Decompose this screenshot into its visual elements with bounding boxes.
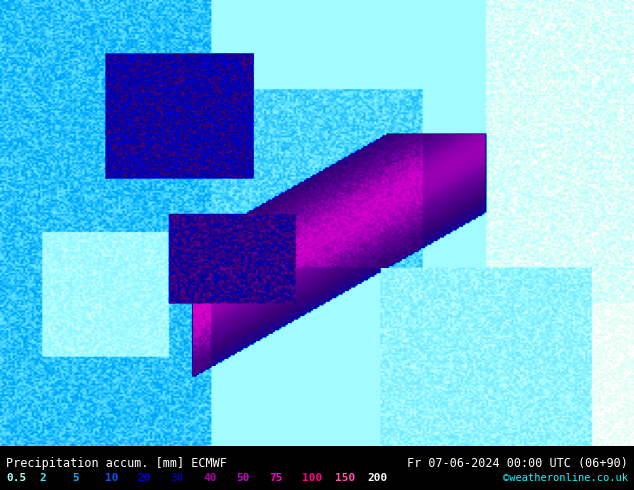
Text: 200: 200 — [368, 473, 388, 483]
Text: Precipitation accum. [mm] ECMWF: Precipitation accum. [mm] ECMWF — [6, 457, 227, 470]
Text: ©weatheronline.co.uk: ©weatheronline.co.uk — [503, 473, 628, 483]
Text: 150: 150 — [335, 473, 355, 483]
Text: 40: 40 — [204, 473, 217, 483]
Text: 50: 50 — [236, 473, 250, 483]
Text: 20: 20 — [138, 473, 152, 483]
Text: 30: 30 — [171, 473, 184, 483]
Text: 0.5: 0.5 — [6, 473, 27, 483]
Text: 5: 5 — [72, 473, 79, 483]
Text: 10: 10 — [105, 473, 119, 483]
Text: 2: 2 — [39, 473, 46, 483]
Text: Fr 07-06-2024 00:00 UTC (06+90): Fr 07-06-2024 00:00 UTC (06+90) — [407, 457, 628, 470]
Text: 75: 75 — [269, 473, 283, 483]
Text: 100: 100 — [302, 473, 322, 483]
